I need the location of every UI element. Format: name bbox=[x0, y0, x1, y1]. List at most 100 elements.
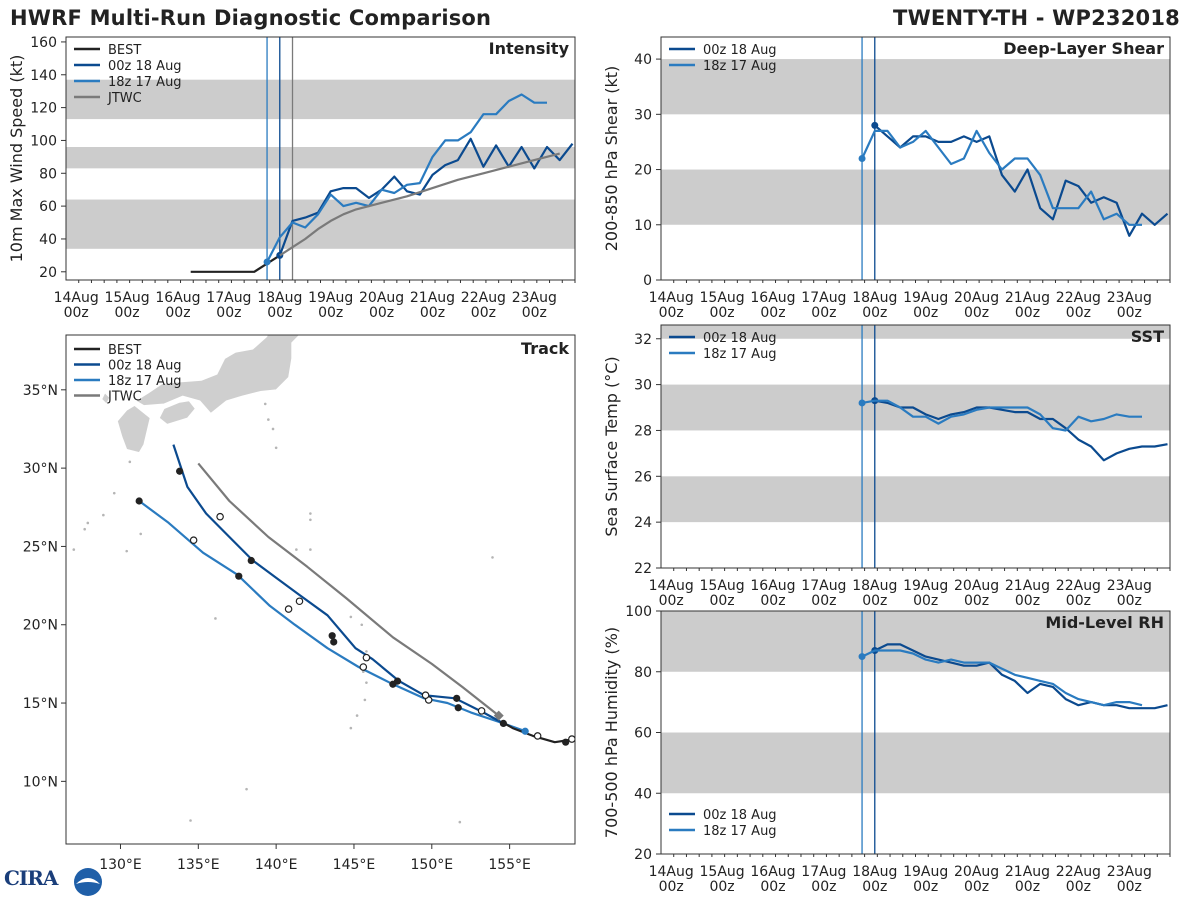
rh-legend-label-1: 18z 17 Aug bbox=[703, 824, 777, 839]
island bbox=[83, 527, 86, 531]
shear-series-1-start-point bbox=[858, 155, 866, 162]
rh-xtick-label: 19Aug bbox=[903, 864, 948, 880]
island bbox=[267, 418, 270, 421]
track-xtick-label: 150°E bbox=[411, 857, 454, 873]
track-point-filled bbox=[393, 677, 402, 685]
island bbox=[214, 617, 217, 620]
island bbox=[128, 460, 132, 464]
island bbox=[102, 513, 105, 517]
intensity-xtick-label: 14Aug bbox=[54, 290, 99, 306]
track-map-area bbox=[72, 335, 620, 857]
track-point-filled bbox=[247, 556, 255, 565]
intensity-series-2 bbox=[266, 93, 547, 263]
cira-logo: CIRA bbox=[4, 866, 58, 890]
track-xtick-label: 130°E bbox=[99, 857, 142, 873]
intensity-ytick-label: 20 bbox=[39, 265, 57, 281]
island bbox=[72, 548, 76, 551]
intensity-xtick-label: 16Aug bbox=[155, 290, 200, 306]
track-point-filled bbox=[330, 638, 338, 646]
track-point-open bbox=[216, 512, 224, 521]
track-point-open bbox=[533, 732, 542, 740]
intensity-legend-label-3: JTWC bbox=[107, 91, 142, 106]
sst-xtick-label: 16Aug bbox=[750, 578, 795, 594]
island bbox=[295, 548, 298, 551]
intensity-series-2-start-point bbox=[263, 258, 271, 266]
landmass-2 bbox=[116, 405, 151, 453]
sst-xtick-hour: 00z bbox=[760, 593, 785, 609]
track-ytick-label: 15°N bbox=[23, 696, 58, 712]
shear-xtick-hour: 00z bbox=[659, 305, 684, 321]
track-legend-label-2: 18z 17 Aug bbox=[108, 374, 182, 389]
island bbox=[617, 854, 620, 857]
shear-legend-label-0: 00z 18 Aug bbox=[703, 43, 777, 58]
rh-series-1 bbox=[861, 649, 1143, 707]
rh-ytick-label: 60 bbox=[634, 726, 652, 742]
intensity-ytick-label: 160 bbox=[30, 35, 57, 51]
sst-xtick-label: 22Aug bbox=[1056, 578, 1101, 594]
landmass-0 bbox=[135, 335, 300, 414]
landmass-3 bbox=[101, 392, 111, 405]
sst-xtick-label: 14Aug bbox=[649, 578, 694, 594]
shear-xtick-label: 20Aug bbox=[954, 290, 999, 306]
track-point-filled bbox=[235, 572, 243, 580]
sst-series-1 bbox=[861, 399, 1142, 432]
sst-xtick-label: 21Aug bbox=[1005, 578, 1050, 594]
rh-xtick-hour: 00z bbox=[862, 879, 887, 895]
rh-xtick-label: 14Aug bbox=[649, 864, 694, 880]
island bbox=[245, 787, 248, 791]
track-point-open bbox=[295, 597, 304, 606]
rh-xtick-hour: 00z bbox=[811, 879, 836, 895]
rh-ytick-label: 100 bbox=[625, 604, 652, 620]
track-point-filled bbox=[521, 727, 529, 735]
intensity-xtick-hour: 00z bbox=[318, 305, 343, 321]
track-point-filled bbox=[499, 719, 507, 728]
track-line-3 bbox=[197, 462, 500, 717]
rh-title: Mid-Level RH bbox=[1045, 613, 1164, 632]
intensity-xtick-label: 18Aug bbox=[257, 290, 302, 306]
intensity-plot-area bbox=[66, 37, 575, 280]
sst-plot-area bbox=[661, 325, 1170, 568]
island bbox=[139, 532, 143, 536]
track-point-filled bbox=[135, 497, 143, 505]
intensity-xtick-label: 15Aug bbox=[105, 290, 150, 306]
island bbox=[125, 549, 129, 553]
island bbox=[309, 548, 312, 551]
sst-xtick-label: 20Aug bbox=[954, 578, 999, 594]
intensity-ytick-label: 80 bbox=[39, 166, 57, 182]
intensity-xtick-hour: 00z bbox=[267, 305, 292, 321]
track-point-filled bbox=[176, 467, 184, 475]
intensity-ytick-label: 40 bbox=[39, 232, 57, 248]
track-ytick-label: 10°N bbox=[23, 774, 58, 790]
sst-xtick-hour: 00z bbox=[659, 593, 684, 609]
shear-ytick-label: 20 bbox=[634, 163, 652, 179]
intensity-ytick-label: 60 bbox=[39, 199, 57, 215]
rh-xtick-label: 15Aug bbox=[700, 864, 745, 880]
track-point-open bbox=[568, 735, 575, 743]
intensity-series-3 bbox=[279, 152, 560, 257]
landmass-1 bbox=[158, 400, 196, 425]
island bbox=[112, 491, 116, 495]
sst-band-2 bbox=[661, 325, 1170, 339]
track-point-filled bbox=[562, 738, 570, 746]
sst-ytick-label: 26 bbox=[634, 469, 652, 485]
sst-xtick-hour: 00z bbox=[1117, 593, 1142, 609]
intensity-title: Intensity bbox=[489, 39, 570, 58]
panel-track: 130°E 135°E 140°E 145°E 150°E 155°E 10°N 15°N 20… bbox=[23, 334, 620, 873]
rh-series-0 bbox=[874, 643, 1168, 710]
shear-series-0-start-point bbox=[871, 121, 879, 129]
track-point-filled bbox=[454, 704, 462, 712]
island bbox=[263, 402, 267, 406]
rh-ytick-label: 80 bbox=[634, 665, 652, 681]
shear-xtick-label: 18Aug bbox=[852, 290, 897, 306]
shear-plot-area bbox=[661, 37, 1170, 280]
shear-band-0 bbox=[661, 169, 1170, 225]
sst-xtick-hour: 00z bbox=[1066, 593, 1091, 609]
sst-xtick-hour: 00z bbox=[709, 593, 734, 609]
sst-band-0 bbox=[661, 476, 1170, 523]
intensity-xtick-hour: 00z bbox=[114, 305, 139, 321]
